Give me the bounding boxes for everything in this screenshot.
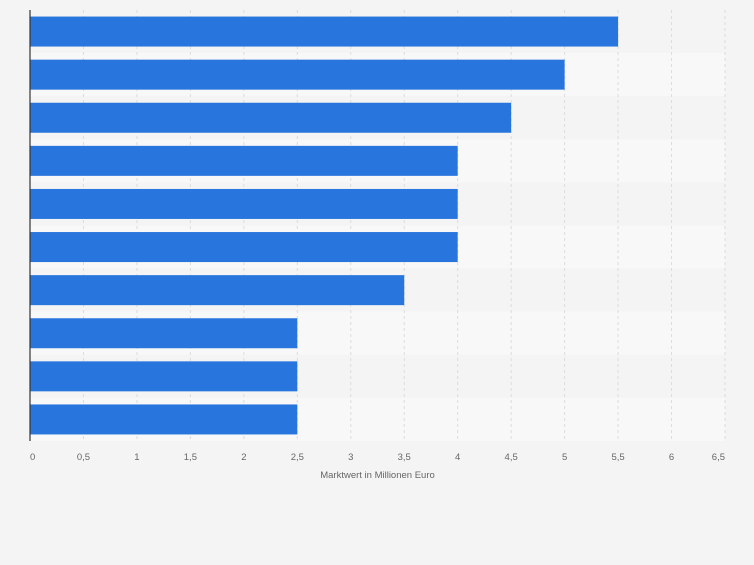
bar[interactable]: [30, 361, 298, 392]
x-tick-label: 5,5: [611, 452, 624, 463]
x-axis-title: Marktwert in Millionen Euro: [320, 470, 435, 481]
x-tick-label: 0,5: [77, 452, 90, 463]
x-tick-label: 1: [134, 452, 139, 463]
x-tick-label: 6: [669, 452, 674, 463]
bar[interactable]: [30, 59, 565, 90]
x-tick-label: 3,5: [398, 452, 411, 463]
bar[interactable]: [30, 275, 405, 306]
bars: [30, 16, 619, 435]
bar[interactable]: [30, 16, 619, 47]
x-tick-label: 4: [455, 452, 460, 463]
bar[interactable]: [30, 188, 458, 219]
x-tick-label: 1,5: [184, 452, 197, 463]
x-tick-label: 6,5: [712, 452, 725, 463]
x-axis-ticks: 0 0,5 1 1,5 2 2,5 3 3,5 4 4,5 5 5,5 6 6,5: [30, 452, 725, 463]
bar[interactable]: [30, 404, 298, 435]
bar[interactable]: [30, 102, 512, 133]
x-tick-label: 3: [348, 452, 353, 463]
x-tick-label: 2,5: [291, 452, 304, 463]
x-tick-label: 0: [30, 452, 35, 463]
bar[interactable]: [30, 232, 458, 263]
bar[interactable]: [30, 318, 298, 349]
x-tick-label: 4,5: [505, 452, 518, 463]
bar[interactable]: [30, 145, 458, 176]
x-tick-label: 2: [241, 452, 246, 463]
x-tick-label: 5: [562, 452, 567, 463]
